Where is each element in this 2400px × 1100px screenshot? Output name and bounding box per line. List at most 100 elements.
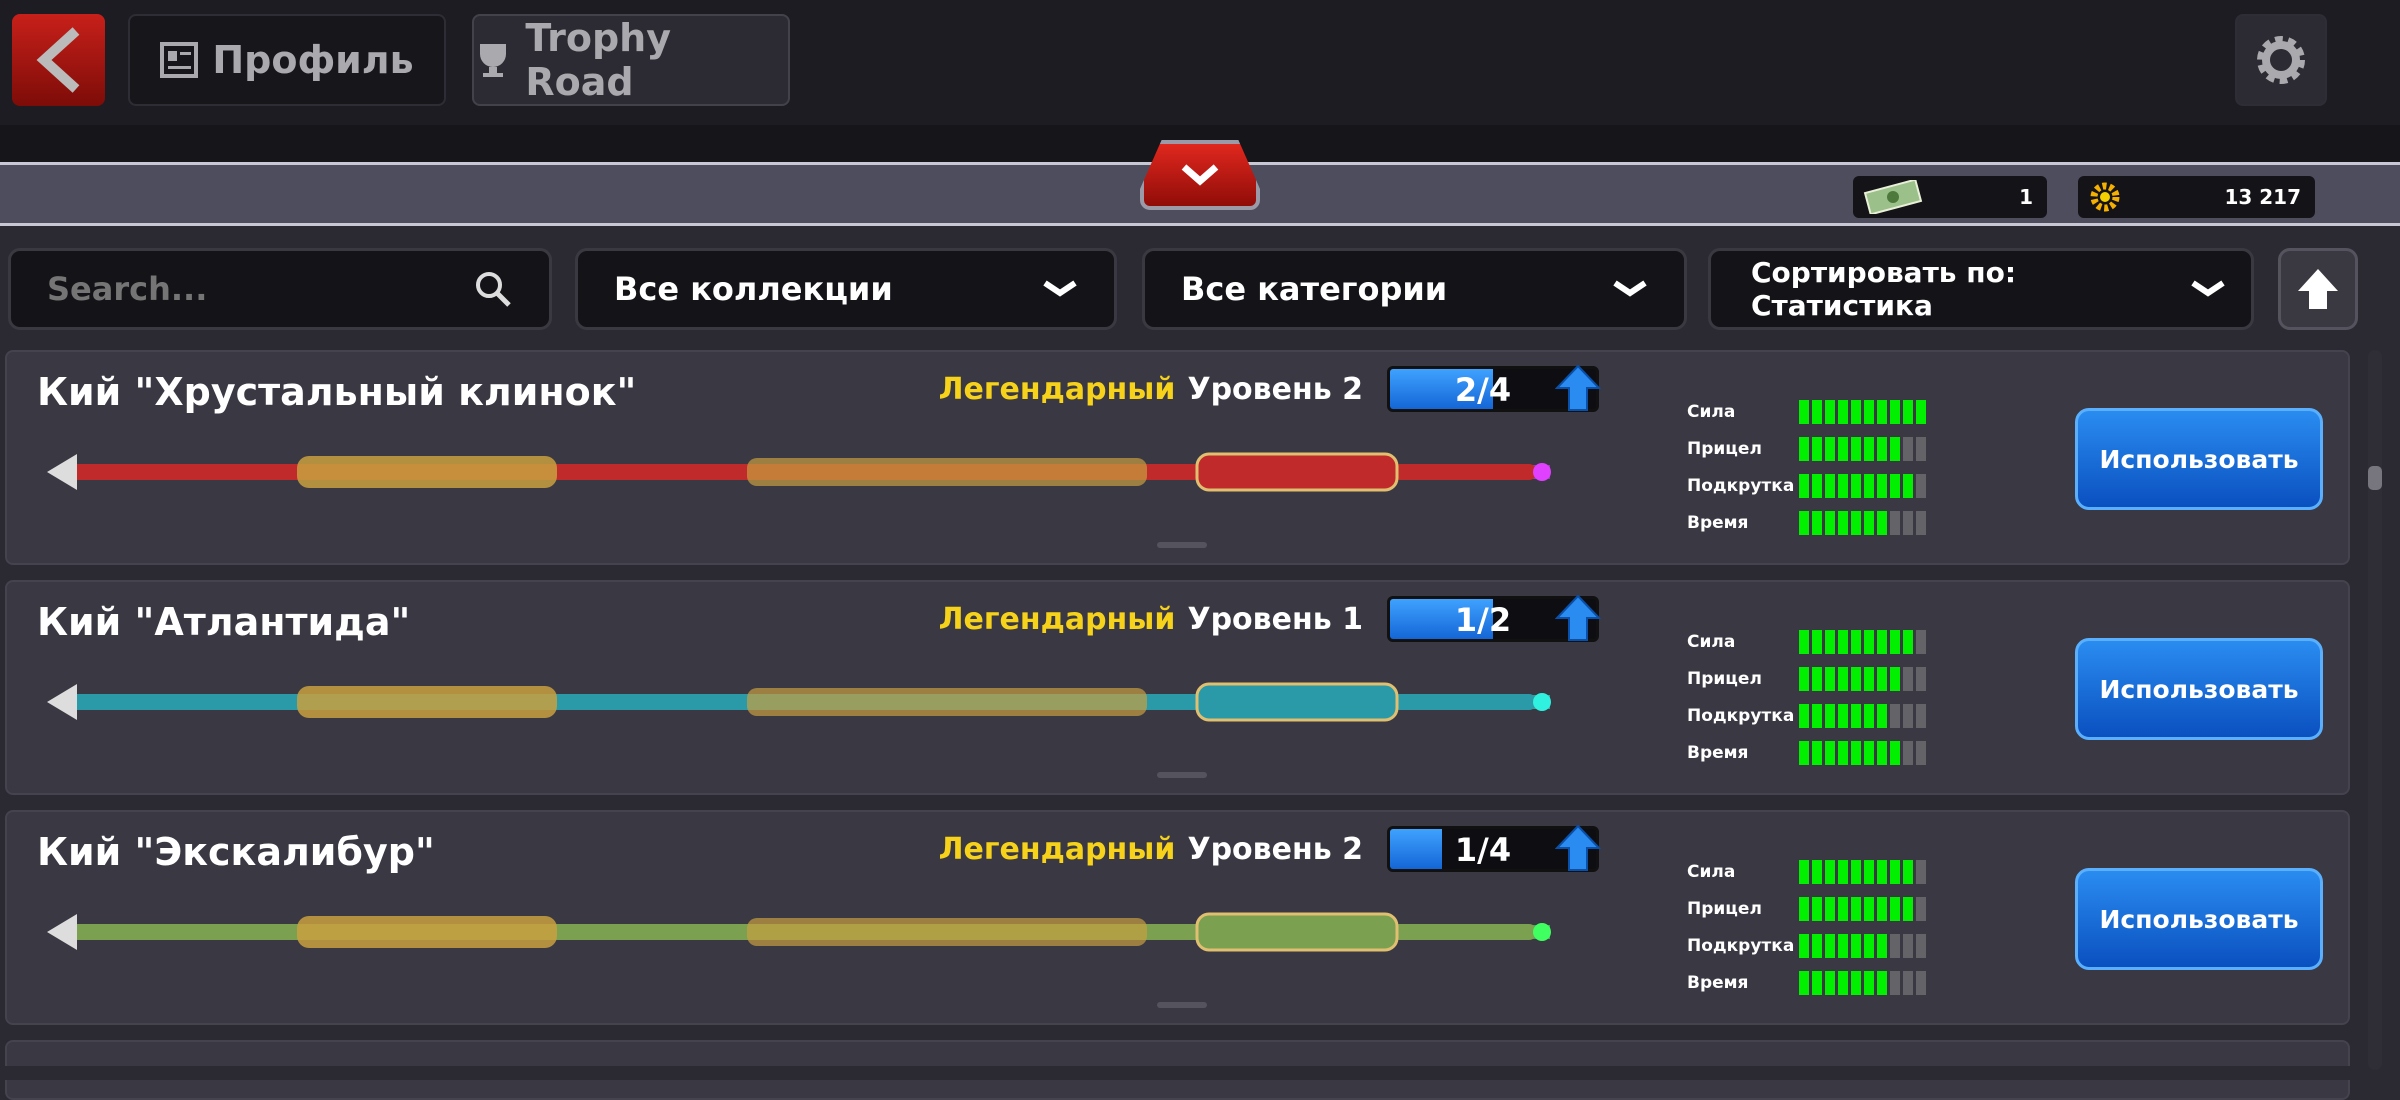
stat-segment (1851, 511, 1861, 535)
cue-name: Кий "Экскалибур" (37, 830, 435, 874)
stat-bar (1799, 704, 1926, 728)
stat-segment (1851, 934, 1861, 958)
stat-segment (1864, 474, 1874, 498)
stat-segment (1903, 971, 1913, 995)
stat-segment (1916, 630, 1926, 654)
stat-segment (1890, 667, 1900, 691)
expand-handle[interactable] (1157, 772, 1207, 778)
stat-row: Сила (1687, 630, 1926, 654)
stat-segment (1799, 704, 1809, 728)
expand-handle[interactable] (1157, 542, 1207, 548)
collections-dropdown[interactable]: Все коллекции (575, 248, 1117, 330)
cue-card[interactable]: Кий "Экскалибур" Легендарный Уровень 2 1… (5, 810, 2350, 1025)
stat-segment (1890, 474, 1900, 498)
stat-segment (1812, 437, 1822, 461)
cue-name: Кий "Атлантида" (37, 600, 411, 644)
use-button[interactable]: Использовать (2075, 868, 2323, 970)
gear-icon (2257, 36, 2305, 84)
use-button[interactable]: Использовать (2075, 408, 2323, 510)
stat-segment (1838, 630, 1848, 654)
stat-segment (1864, 511, 1874, 535)
stat-segment (1916, 741, 1926, 765)
expand-handle[interactable] (1157, 1002, 1207, 1008)
stat-bar (1799, 400, 1926, 424)
stat-segment (1838, 704, 1848, 728)
cue-card[interactable]: Кий "Атлантида" Легендарный Уровень 1 1/… (5, 580, 2350, 795)
chevron-down-icon (2191, 280, 2225, 297)
rarity-level-group: Легендарный Уровень 2 (939, 832, 1363, 867)
stat-row: Прицел (1687, 897, 1926, 921)
level-label: Уровень 2 (1187, 832, 1363, 867)
sort-dropdown[interactable]: Сортировать по: Статистика (1708, 248, 2254, 330)
stat-segment (1890, 934, 1900, 958)
stat-label: Подкрутка (1687, 476, 1795, 496)
stat-segment (1903, 437, 1913, 461)
stat-segment (1916, 934, 1926, 958)
collapse-toggle-button[interactable] (1140, 140, 1260, 210)
stat-segment (1877, 667, 1887, 691)
stat-segment (1890, 400, 1900, 424)
tab-profile[interactable]: Профиль (128, 14, 446, 106)
stat-segment (1825, 860, 1835, 884)
stat-segment (1864, 971, 1874, 995)
stat-segment (1864, 630, 1874, 654)
stat-segment (1799, 860, 1809, 884)
stat-segment (1851, 667, 1861, 691)
stat-segment (1916, 400, 1926, 424)
stat-segment (1877, 630, 1887, 654)
stat-segment (1825, 630, 1835, 654)
upgrade-arrow-icon[interactable] (1555, 594, 1601, 642)
profile-card-icon (160, 42, 199, 78)
stat-bar (1799, 934, 1926, 958)
stat-segment (1916, 511, 1926, 535)
progress-text: 1/2 (1454, 601, 1512, 639)
stat-segment (1864, 667, 1874, 691)
categories-dropdown[interactable]: Все категории (1142, 248, 1687, 330)
stat-segment (1903, 897, 1913, 921)
stat-segment (1812, 474, 1822, 498)
search-input[interactable] (47, 270, 447, 308)
stat-segment (1877, 860, 1887, 884)
stat-segment (1890, 437, 1900, 461)
settings-button[interactable] (2235, 14, 2327, 106)
stat-segment (1864, 934, 1874, 958)
scrollbar[interactable] (2368, 350, 2382, 1070)
use-button[interactable]: Использовать (2075, 638, 2323, 740)
categories-value: Все категории (1181, 270, 1448, 308)
search-field[interactable] (8, 248, 552, 330)
scrollbar-thumb[interactable] (2368, 466, 2382, 490)
stat-segment (1825, 741, 1835, 765)
stat-segment (1799, 437, 1809, 461)
stat-segment (1838, 474, 1848, 498)
level-label: Уровень 2 (1187, 372, 1363, 407)
stat-segment (1890, 741, 1900, 765)
stat-segment (1851, 860, 1861, 884)
stat-segment (1799, 971, 1809, 995)
upgrade-arrow-icon[interactable] (1555, 364, 1601, 412)
stat-label: Время (1687, 743, 1749, 763)
stat-segment (1825, 511, 1835, 535)
stat-label: Подкрутка (1687, 706, 1795, 726)
progress-fill (1390, 599, 1493, 639)
level-label: Уровень 1 (1187, 602, 1363, 637)
level-progress-bar: 1/4 (1387, 826, 1599, 872)
sort-direction-button[interactable] (2278, 248, 2358, 330)
stat-segment (1877, 400, 1887, 424)
stat-segment (1851, 704, 1861, 728)
stat-label: Время (1687, 973, 1749, 993)
tab-trophy-road[interactable]: Trophy Road (472, 14, 790, 106)
stat-segment (1812, 667, 1822, 691)
stat-segment (1799, 630, 1809, 654)
stat-segment (1838, 667, 1848, 691)
back-button[interactable] (12, 14, 105, 106)
tab-trophy-road-label: Trophy Road (525, 16, 671, 104)
stat-segment (1799, 511, 1809, 535)
chevron-down-icon (1613, 280, 1647, 297)
stat-segment (1799, 474, 1809, 498)
stat-segment (1799, 741, 1809, 765)
cue-card[interactable]: Кий "Хрустальный клинок" Легендарный Уро… (5, 350, 2350, 565)
trophy-icon (480, 44, 506, 77)
upgrade-arrow-icon[interactable] (1555, 824, 1601, 872)
stat-segment (1877, 897, 1887, 921)
stat-segment (1838, 897, 1848, 921)
